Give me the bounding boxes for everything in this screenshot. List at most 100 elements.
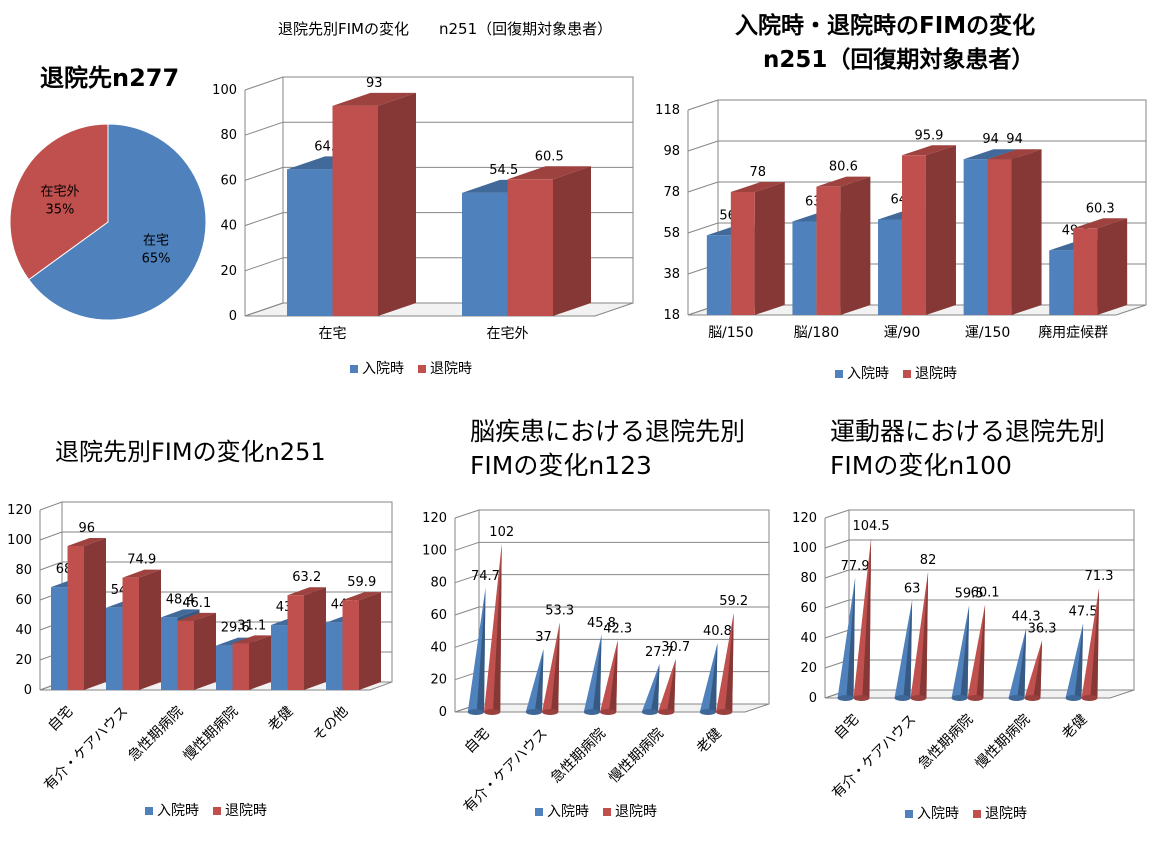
pie-slice-percent: 35% — [46, 203, 75, 218]
data-label: 80.6 — [829, 160, 858, 175]
bar-side — [249, 635, 271, 690]
bar-side — [1097, 218, 1128, 315]
cone-bar-base — [525, 709, 542, 715]
cone-bar-shade — [1017, 628, 1027, 698]
bar — [51, 587, 68, 690]
pie-slice — [9, 123, 109, 281]
data-label: 82 — [920, 553, 937, 568]
chart2: 183858789811856.978脳/15063.680.6脳/18064.… — [655, 99, 1147, 382]
data-label: 29.6 — [221, 621, 250, 636]
cone-bar-base — [967, 695, 984, 701]
gridline — [454, 638, 480, 648]
gridline — [824, 599, 850, 609]
cone-bar-base — [1024, 695, 1041, 701]
cone-bar-shade — [724, 613, 734, 712]
legend-swatch — [973, 810, 981, 818]
cone-bar-base — [467, 709, 484, 715]
x-tick-label: 自宅 — [831, 712, 862, 743]
bar-side — [359, 592, 381, 690]
cone-bar-shade — [1074, 623, 1084, 698]
x-tick-label: 運/90 — [884, 325, 921, 341]
data-label: 37 — [535, 630, 552, 645]
data-label: 59.2 — [719, 594, 748, 609]
data-label: 95.9 — [915, 128, 944, 143]
gridline — [39, 501, 63, 511]
legend-swatch — [418, 365, 426, 373]
bar — [342, 600, 359, 690]
cone-bar-shade — [862, 538, 872, 698]
cone-bar-shade — [903, 600, 913, 698]
cone-bar-shade — [1033, 640, 1043, 698]
data-label: 30.7 — [661, 640, 690, 655]
gridline — [687, 140, 719, 152]
y-tick-label: 18 — [663, 308, 680, 323]
bar-side — [139, 569, 161, 690]
bar-side — [378, 92, 416, 316]
data-label: 96 — [78, 521, 95, 536]
data-label: 27.7 — [645, 645, 674, 660]
gridline — [244, 257, 284, 272]
data-label: 94 — [1006, 132, 1023, 147]
data-label: 78 — [750, 165, 767, 180]
data-label: 60.1 — [971, 586, 1000, 601]
data-label: 31.1 — [237, 618, 266, 633]
gridline — [824, 539, 850, 549]
pie-slice — [28, 123, 207, 321]
legend-label: 入院時 — [547, 804, 589, 820]
pie-chart: 在宅 65% 在宅外 35% — [9, 123, 207, 321]
bar — [507, 179, 553, 316]
cone-bar-shade — [960, 605, 970, 698]
data-label: 102 — [489, 525, 514, 540]
y-tick-label: 20 — [800, 661, 817, 676]
cone-bar-base — [641, 709, 658, 715]
cone-bar-shade — [550, 622, 560, 712]
data-label: 47.5 — [1069, 605, 1098, 620]
y-tick-label: 100 — [422, 543, 447, 558]
chart3-title: 退院先別FIMの変化n251 — [55, 438, 326, 466]
x-tick-label: 老健 — [1059, 712, 1090, 743]
x-tick-label: 自宅 — [45, 704, 76, 735]
gridline — [454, 574, 480, 584]
gridline — [687, 181, 719, 193]
bar-top — [232, 635, 271, 644]
bar-top — [287, 587, 326, 596]
data-label: 77.9 — [841, 559, 870, 574]
legend-swatch — [603, 808, 611, 816]
chart4: 02040608010012074.7102自宅3753.3有介・ケアハウス45… — [422, 509, 770, 820]
y-tick-label: 120 — [792, 511, 817, 526]
y-tick-label: 60 — [15, 593, 32, 608]
x-tick-label: 在宅 — [319, 326, 347, 342]
x-tick-label: 自宅 — [462, 726, 493, 757]
legend-label: 退院時 — [915, 366, 957, 382]
gridline — [244, 121, 284, 136]
data-label: 59.5 — [955, 587, 984, 602]
y-tick-label: 80 — [800, 571, 817, 586]
pie-slice-percent: 65% — [142, 251, 171, 266]
bar — [332, 105, 378, 316]
y-tick-label: 100 — [212, 83, 237, 98]
x-tick-label: 慢性期病院 — [180, 703, 242, 765]
legend-swatch — [213, 807, 221, 815]
legend-label: 退院時 — [225, 803, 267, 819]
legend-swatch — [535, 808, 543, 816]
x-tick-label: 脳/150 — [708, 325, 753, 341]
bar — [287, 595, 304, 690]
cone-bar-base — [542, 709, 559, 715]
cone-bar-base — [910, 695, 927, 701]
legend-label: 退院時 — [430, 361, 472, 377]
y-tick-label: 40 — [15, 623, 32, 638]
data-label: 74.9 — [127, 553, 156, 568]
cone-bar-shade — [919, 571, 929, 698]
gridline — [244, 302, 284, 317]
bar — [271, 625, 288, 690]
bar — [987, 159, 1012, 315]
cone-bar-base — [583, 709, 600, 715]
legend: 入院時 退院時 — [145, 803, 267, 819]
bar-top — [902, 145, 956, 156]
bar-side — [304, 587, 326, 690]
cone-bar-base — [894, 695, 911, 701]
chart2-title: 入院時・退院時のFIMの変化 — [735, 13, 1036, 39]
legend-label: 入院時 — [917, 806, 959, 822]
bar — [326, 622, 343, 690]
